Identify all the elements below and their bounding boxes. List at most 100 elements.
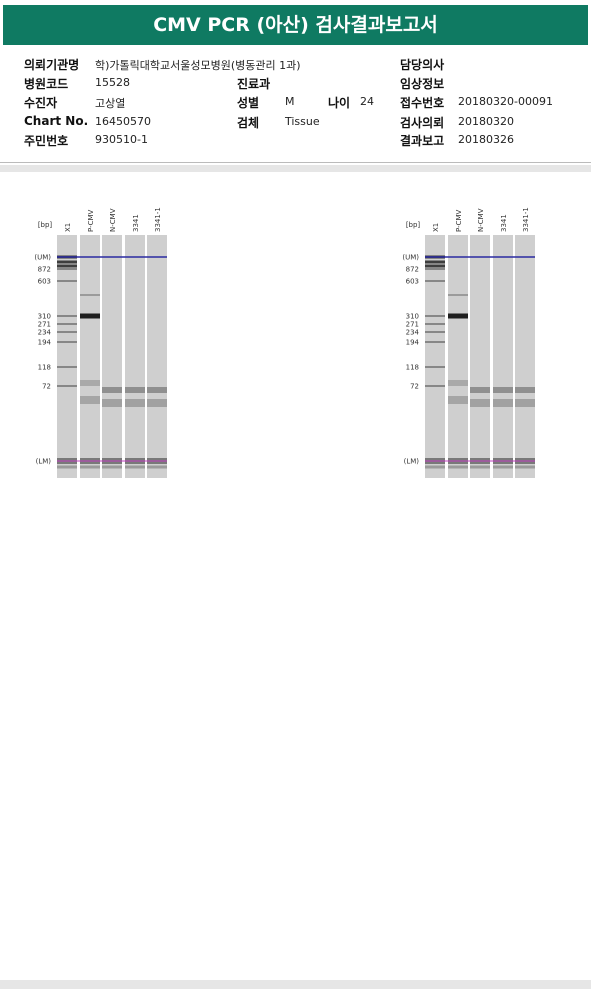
band [80, 380, 100, 386]
report-header: CMV PCR (아산) 검사결과보고서 의뢰기관명 학)가톨릭대학교서울성모병원… [0, 0, 591, 165]
band [57, 331, 77, 333]
unit-label: [bp] [38, 221, 53, 229]
lane-label: P-CMV [455, 209, 463, 232]
field-label: 담당의사 [400, 58, 445, 72]
band [147, 465, 167, 469]
field-label: Chart No. [24, 114, 89, 128]
lane [470, 235, 490, 478]
band [425, 331, 445, 333]
field-label: 성별 [237, 96, 260, 110]
band [448, 380, 468, 386]
band [57, 260, 77, 264]
gel-images: [bp] X1 P-CMV N-CMV 3341 3341-1(UM)8726033102… [34, 207, 535, 478]
band [80, 396, 100, 404]
field-value: 학)가톨릭대학교서울성모병원(병동관리 1과) [95, 59, 301, 72]
result-area: [bp] X1 P-CMV N-CMV 3341 3341-1 (UM) 872 603 310 2… [0, 172, 591, 980]
field-label: 임상정보 [400, 77, 445, 91]
band [57, 280, 77, 282]
band [448, 396, 468, 404]
lane [493, 235, 513, 478]
band [57, 315, 77, 317]
band [57, 264, 77, 268]
band [425, 268, 445, 270]
lane [80, 235, 100, 478]
marker-label: 271 [38, 321, 51, 329]
band [425, 315, 445, 317]
field-label: 수진자 [24, 96, 58, 110]
field-label: 진료과 [237, 77, 271, 91]
band [102, 387, 122, 393]
lane-label: X1 [432, 223, 440, 232]
marker-label: (UM) [402, 254, 419, 262]
title: CMV PCR (아산) 검사결과보고서 [3, 5, 588, 45]
lane [125, 235, 145, 478]
band [102, 465, 122, 469]
band [425, 323, 445, 325]
field-value: M [285, 95, 295, 108]
band [102, 399, 122, 407]
marker-label: 118 [406, 364, 419, 372]
band [448, 465, 468, 469]
marker-label: 603 [38, 278, 51, 286]
lane [448, 235, 468, 478]
band [147, 387, 167, 393]
unit-label: [bp] [406, 221, 421, 229]
band [57, 268, 77, 270]
band [80, 465, 100, 469]
marker-label: (UM) [34, 254, 51, 262]
band [448, 313, 468, 319]
marker-label: 234 [38, 329, 52, 337]
band [493, 465, 513, 469]
divider [0, 162, 591, 163]
band [57, 366, 77, 368]
band [147, 399, 167, 407]
field-value: 930510-1 [95, 133, 148, 146]
band [470, 387, 490, 393]
band [125, 387, 145, 393]
band [57, 385, 77, 387]
marker-label: (LM) [36, 458, 52, 466]
field-label: 결과보고 [400, 134, 445, 148]
band [425, 260, 445, 264]
lane-label: P-CMV [87, 209, 95, 232]
band [448, 294, 468, 296]
lane-label: N-CMV [109, 208, 117, 232]
band [515, 399, 535, 407]
field-label: 나이 [328, 96, 351, 110]
marker-label: 271 [406, 321, 419, 329]
field-label: 검사의뢰 [400, 116, 445, 130]
band [125, 399, 145, 407]
marker-label: (LM) [404, 458, 420, 466]
marker-label: 310 [406, 313, 419, 321]
field-label: 주민번호 [24, 134, 69, 148]
field-value: 15528 [95, 76, 130, 89]
band [57, 465, 77, 469]
marker-label: 194 [38, 339, 52, 347]
band [425, 341, 445, 343]
field-value: 16450570 [95, 115, 151, 128]
band [425, 465, 445, 469]
band [80, 294, 100, 296]
field-label: 병원코드 [24, 77, 69, 91]
band [125, 465, 145, 469]
field-value: 20180326 [458, 133, 514, 146]
marker-label: 194 [406, 339, 420, 347]
lane-label: 3341 [132, 214, 140, 232]
marker-label: 72 [410, 383, 419, 391]
band [470, 465, 490, 469]
band [470, 399, 490, 407]
band [425, 264, 445, 268]
gel: [bp] X1 P-CMV N-CMV 3341 3341-1(UM)8726033102… [34, 207, 167, 478]
band [425, 280, 445, 282]
field-value: Tissue [285, 115, 320, 128]
gel: [bp] X1 P-CMV N-CMV 3341 3341-1(UM)8726033102… [402, 207, 535, 478]
marker-label: 872 [406, 266, 419, 274]
field-value: 고상열 [95, 97, 126, 110]
marker-label: 310 [38, 313, 51, 321]
field-value: 20180320 [458, 115, 514, 128]
lane-label: 3341-1 [522, 207, 530, 232]
lane [515, 235, 535, 478]
field-label: 검체 [237, 116, 260, 130]
band [425, 385, 445, 387]
